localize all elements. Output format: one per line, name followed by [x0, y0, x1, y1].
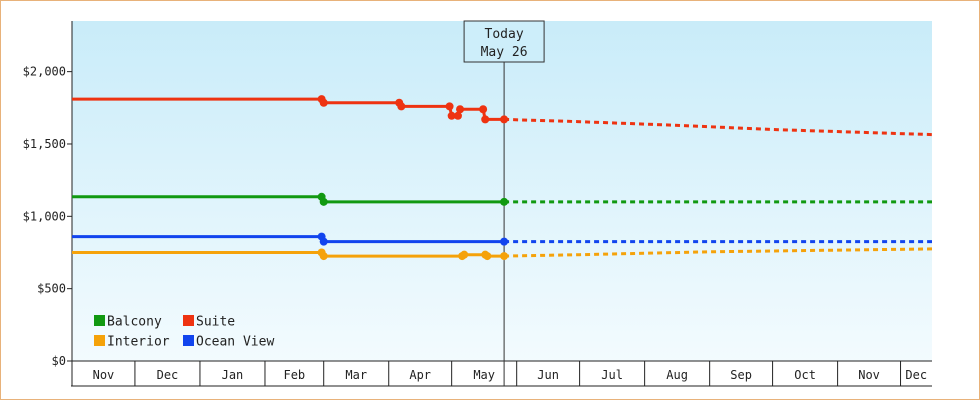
- legend-label-interior: Interior: [107, 335, 170, 350]
- data-point-balcony: [319, 197, 328, 206]
- today-label: Today: [485, 27, 524, 42]
- data-point-suite: [447, 111, 456, 120]
- y-tick-label: $500: [37, 282, 66, 296]
- data-point-suite: [453, 111, 462, 120]
- y-tick-label: $0: [52, 354, 66, 368]
- data-point-interior: [500, 252, 509, 261]
- data-point-ocean-view: [500, 237, 509, 246]
- x-tick-label: May: [473, 368, 495, 382]
- x-tick-label: Sep: [730, 368, 752, 382]
- x-tick-label: Nov: [858, 368, 880, 382]
- x-tick-label: Dec: [157, 368, 179, 382]
- data-point-interior: [483, 252, 492, 261]
- data-point-suite: [479, 105, 488, 114]
- y-tick-label: $1,500: [23, 137, 66, 151]
- data-point-suite: [456, 105, 465, 114]
- data-point-interior: [460, 250, 469, 259]
- data-point-suite: [445, 102, 454, 111]
- legend-swatch-interior: [94, 335, 105, 346]
- x-tick-label: Aug: [666, 368, 688, 382]
- x-tick-label: Jan: [222, 368, 244, 382]
- x-tick-label: Feb: [283, 368, 305, 382]
- y-tick-label: $1,000: [23, 209, 66, 223]
- data-point-interior: [319, 252, 328, 261]
- legend-swatch-suite: [183, 315, 194, 326]
- data-point-suite: [397, 102, 406, 111]
- x-tick-label: Jun: [537, 368, 559, 382]
- x-tick-label: Nov: [93, 368, 115, 382]
- data-point-ocean-view: [319, 237, 328, 246]
- series-interior-forecast-line: [504, 247, 933, 258]
- legend-swatch-balcony: [94, 315, 105, 326]
- today-box: [463, 20, 545, 63]
- legend-label-balcony: Balcony: [107, 315, 162, 330]
- x-tick-label: Dec: [905, 368, 927, 382]
- legend-label-ocean-view: Ocean View: [196, 335, 274, 350]
- today-date-label: May 26: [481, 45, 528, 60]
- plot-area: [72, 21, 932, 361]
- x-tick-label: Oct: [794, 368, 816, 382]
- x-tick-label: Jul: [601, 368, 623, 382]
- data-point-suite: [319, 98, 328, 107]
- data-point-suite: [500, 115, 509, 124]
- legend-label-suite: Suite: [196, 315, 235, 330]
- y-tick-label: $2,000: [23, 65, 66, 79]
- x-tick-label: Mar: [345, 368, 367, 382]
- data-point-balcony: [500, 197, 509, 206]
- data-point-suite: [481, 115, 490, 124]
- x-tick-label: Apr: [409, 368, 431, 382]
- legend-swatch-ocean-view: [183, 335, 194, 346]
- series-suite-forecast-line: [504, 117, 933, 137]
